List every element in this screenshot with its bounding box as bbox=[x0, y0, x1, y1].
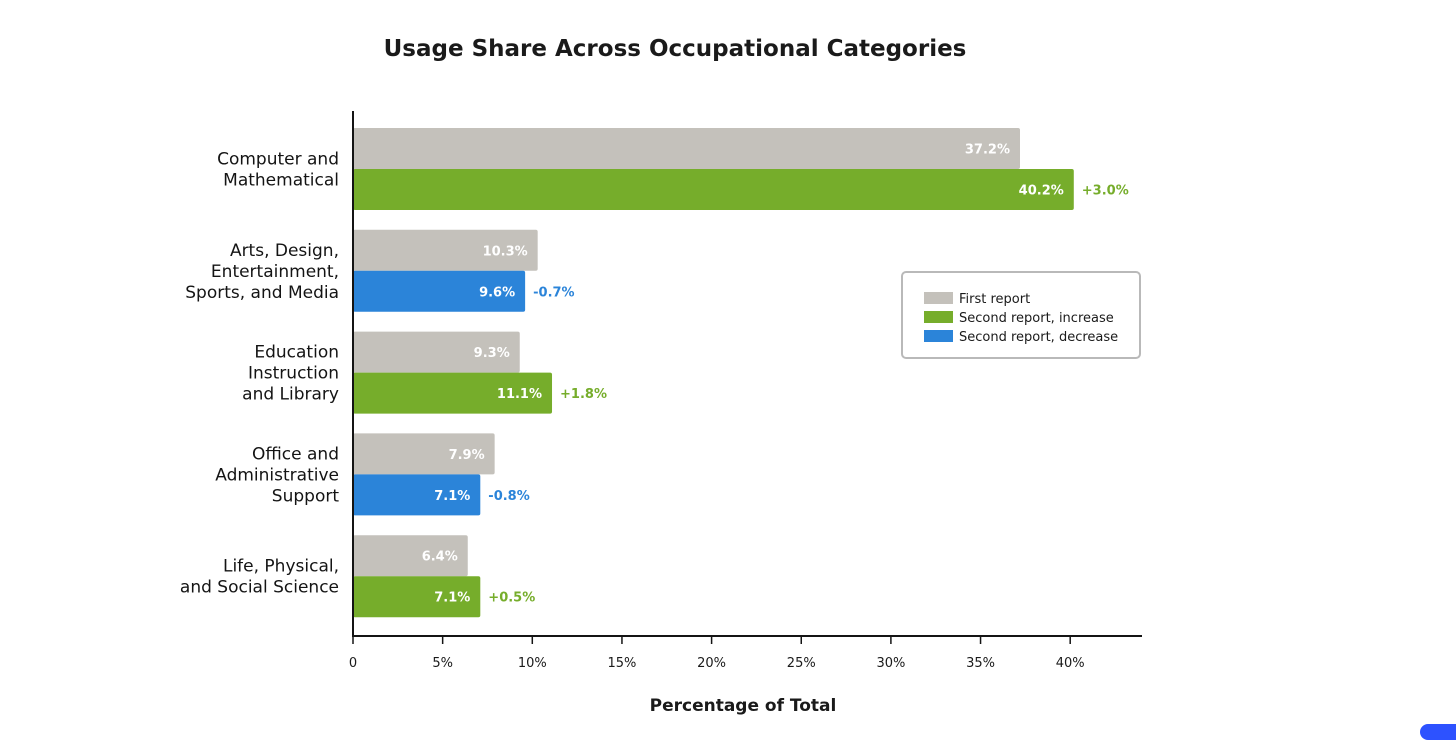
bar-value-label: 37.2% bbox=[965, 143, 1010, 158]
change-label: -0.8% bbox=[488, 489, 529, 504]
change-label: +1.8% bbox=[560, 387, 607, 402]
x-tick-label: 10% bbox=[518, 656, 547, 671]
category-label-line: Mathematical bbox=[223, 171, 339, 191]
corner-widget[interactable] bbox=[1420, 724, 1456, 740]
category-label-line: and Library bbox=[242, 385, 339, 405]
axes: 0 5% 10% 15% 20% 25% 30% 35% 40% bbox=[349, 111, 1142, 671]
x-tick-label: 5% bbox=[432, 656, 453, 671]
bar-value-label: 7.9% bbox=[449, 448, 485, 463]
category-label: Education Instruction and Library bbox=[242, 343, 339, 405]
legend-swatch bbox=[924, 292, 953, 304]
category-label-line: Computer and bbox=[217, 150, 339, 170]
category-label-line: and Social Science bbox=[180, 578, 339, 598]
x-tick-label: 25% bbox=[787, 656, 816, 671]
bar-value-label: 10.3% bbox=[483, 244, 528, 259]
bar-second-report bbox=[353, 372, 553, 414]
bar-second-report bbox=[353, 169, 1074, 210]
bar-second-report bbox=[353, 474, 481, 516]
category-label-line: Sports, and Media bbox=[185, 283, 339, 303]
bar-second-report bbox=[353, 270, 526, 312]
legend-swatch bbox=[924, 311, 953, 323]
legend-box bbox=[901, 271, 1141, 359]
bar-value-label: 7.1% bbox=[434, 591, 470, 606]
category-label-line: Education bbox=[254, 343, 339, 363]
bars-group: 37.2% 40.2% +3.0% 10.3% 9.6% -0.7% 9.3% 11.1% +1… bbox=[353, 128, 1129, 618]
bar-first-report bbox=[353, 433, 495, 475]
x-tick-label: 35% bbox=[966, 656, 995, 671]
legend-entry-label: Second report, increase bbox=[959, 311, 1114, 326]
x-tick-label: 0 bbox=[349, 656, 357, 671]
bar-first-report bbox=[353, 128, 1020, 169]
bar-value-label: 9.3% bbox=[474, 346, 510, 361]
category-label-line: Life, Physical, bbox=[223, 557, 339, 577]
category-label-line: Office and bbox=[252, 444, 339, 464]
category-label: Life, Physical, and Social Science bbox=[180, 557, 339, 598]
chart-title: Usage Share Across Occupational Categori… bbox=[384, 36, 967, 62]
category-labels: Computer and Mathematical Arts, Design, Ent… bbox=[180, 150, 339, 598]
bar-value-label: 40.2% bbox=[1019, 184, 1064, 199]
bar-first-report bbox=[353, 331, 520, 373]
bar-first-report bbox=[353, 229, 538, 271]
legend-entry-label: Second report, decrease bbox=[959, 330, 1118, 345]
category-label: Office and Administrative Support bbox=[215, 444, 339, 506]
legend: First report Second report, increase Secon… bbox=[901, 271, 1141, 359]
category-label-line: Instruction bbox=[248, 364, 339, 384]
x-tick-label: 20% bbox=[697, 656, 726, 671]
category-label-line: Entertainment, bbox=[211, 262, 339, 282]
category-label-line: Arts, Design, bbox=[230, 241, 339, 261]
bar-value-label: 7.1% bbox=[434, 489, 470, 504]
bar-second-report bbox=[353, 576, 481, 618]
x-tick-label: 40% bbox=[1056, 656, 1085, 671]
x-axis-title: Percentage of Total bbox=[650, 696, 837, 716]
category-label: Computer and Mathematical bbox=[217, 150, 339, 191]
bar-value-label: 6.4% bbox=[422, 550, 458, 565]
bar-first-report bbox=[353, 535, 468, 577]
legend-entry-label: First report bbox=[959, 292, 1030, 307]
category-label-line: Support bbox=[272, 486, 340, 506]
x-tick-label: 30% bbox=[876, 656, 905, 671]
change-label: -0.7% bbox=[533, 285, 574, 300]
x-tick-label: 15% bbox=[607, 656, 636, 671]
legend-swatch bbox=[924, 330, 953, 342]
category-label-line: Administrative bbox=[215, 465, 339, 485]
category-label: Arts, Design, Entertainment, Sports, and M… bbox=[185, 241, 339, 303]
change-label: +3.0% bbox=[1082, 184, 1129, 199]
change-label: +0.5% bbox=[488, 591, 535, 606]
bar-value-label: 9.6% bbox=[479, 285, 515, 300]
bar-value-label: 11.1% bbox=[497, 387, 542, 402]
